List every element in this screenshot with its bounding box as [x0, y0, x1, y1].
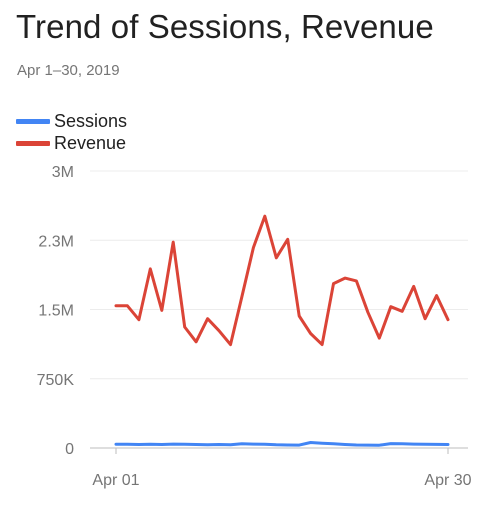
grid-lines — [90, 170, 468, 449]
x-tick-label: Apr 30 — [424, 472, 471, 489]
legend-item-revenue[interactable]: Revenue — [16, 132, 127, 154]
legend-label-revenue: Revenue — [54, 132, 127, 153]
chart-title: Trend of Sessions, Revenue — [16, 8, 434, 45]
y-tick-label: 750K — [37, 372, 75, 389]
y-tick-label: 1.5M — [38, 303, 74, 320]
y-tick-label: 3M — [52, 164, 74, 181]
legend-label-sessions: Sessions — [54, 110, 128, 131]
chart-legend: Sessions Revenue — [16, 110, 127, 154]
legend-item-sessions[interactable]: Sessions — [16, 110, 127, 132]
y-axis-ticks: 0 750K 1.5M 2.3M 3M — [37, 164, 75, 458]
series-line-sessions[interactable] — [114, 441, 450, 447]
date-range: Apr 1–30, 2019 — [17, 62, 120, 79]
y-tick-label: 2.3M — [38, 233, 74, 250]
x-axis-ticks: Apr 01 Apr 30 — [92, 448, 472, 489]
y-tick-label: 0 — [65, 441, 74, 458]
series-line-revenue[interactable] — [114, 214, 450, 347]
x-tick-label: Apr 01 — [92, 472, 139, 489]
series-lines — [114, 214, 450, 447]
legend-swatch-revenue — [16, 140, 50, 146]
legend-swatch-sessions — [16, 118, 50, 124]
